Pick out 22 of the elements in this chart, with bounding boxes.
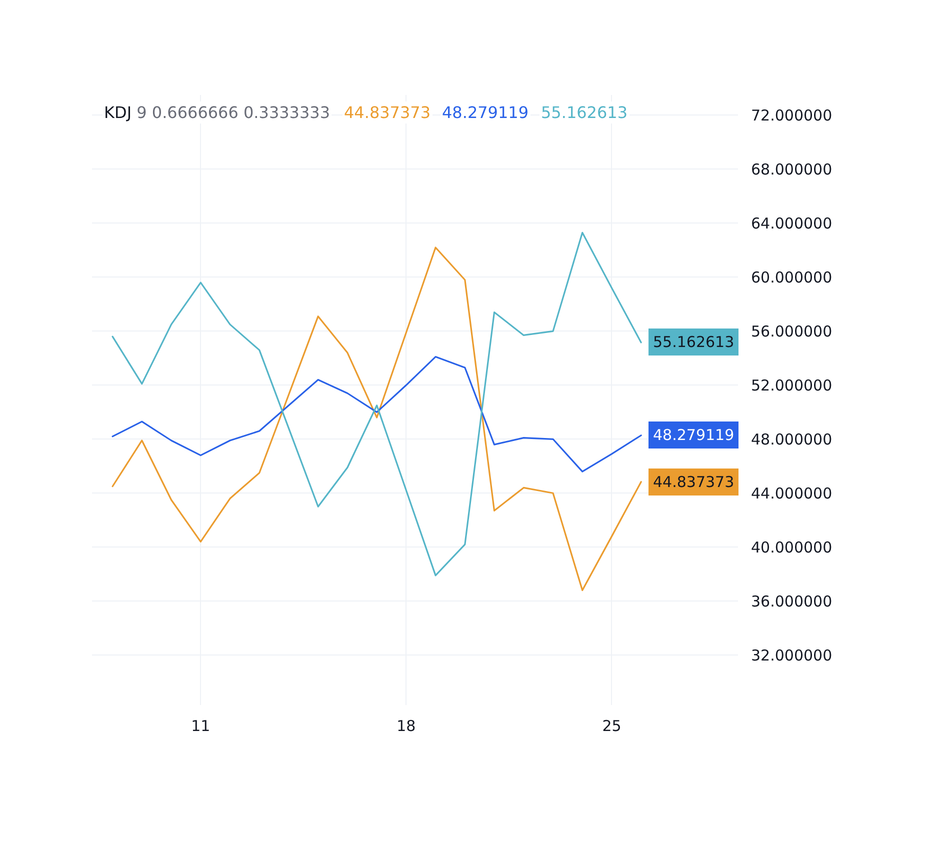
- data-label: 48.279119: [653, 426, 734, 444]
- x-tick-label: 11: [191, 717, 210, 735]
- text: 48.279119: [442, 103, 529, 122]
- text: KDJ 9 0.6666666 0.3333333: [104, 103, 330, 122]
- y-tick-label: 60.000000: [751, 268, 832, 286]
- y-tick-label: 32.000000: [751, 646, 832, 664]
- x-tick-label: 18: [396, 717, 416, 735]
- text: 55.162613: [541, 103, 628, 122]
- y-tick-label: 52.000000: [751, 376, 832, 394]
- y-tick-label: 56.000000: [751, 322, 832, 340]
- data-label: 44.837373: [653, 473, 734, 491]
- y-tick-label: 48.000000: [751, 430, 832, 448]
- data-label: 55.162613: [653, 333, 734, 351]
- text: 44.837373: [344, 103, 431, 122]
- y-tick-label: 44.000000: [751, 484, 832, 502]
- x-tick-label: 25: [602, 717, 622, 735]
- y-tick-label: 72.000000: [751, 106, 832, 124]
- line-series: [112, 356, 642, 472]
- y-tick-label: 36.000000: [751, 592, 832, 610]
- y-tick-label: 68.000000: [751, 160, 832, 178]
- y-tick-label: 40.000000: [751, 538, 832, 556]
- y-tick-label: 64.000000: [751, 214, 832, 232]
